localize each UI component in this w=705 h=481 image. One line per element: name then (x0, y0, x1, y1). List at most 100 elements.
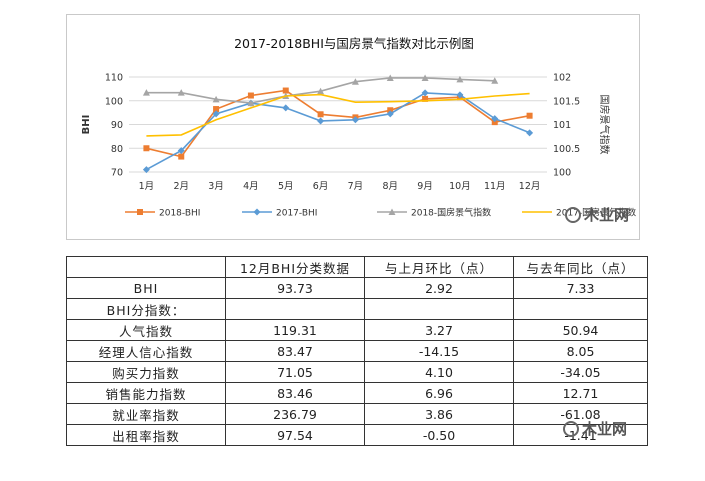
table-row: 销售能力指数 83.46 6.96 12.71 (66, 382, 648, 404)
y-left-tick-label: 110 (105, 73, 123, 84)
y-right-tick-label: 102 (553, 73, 571, 84)
watermark-icon (563, 421, 579, 437)
row-mom: 2.92 (364, 277, 514, 299)
row-yoy: 7.33 (513, 277, 648, 299)
data-point (247, 99, 255, 107)
header-cell-value: 12月BHI分类数据 (225, 256, 365, 278)
series-line-1 (146, 89, 530, 158)
x-tick-label: 10月 (449, 181, 471, 192)
line-chart: 2017-2018BHI与国房景气指数对比示例图 70 80 90 100 110 100 1… (81, 36, 636, 219)
row-mom: -0.50 (364, 424, 514, 446)
row-value: 83.46 (225, 382, 365, 404)
row-yoy: 12.71 (513, 382, 648, 404)
row-mom: 3.86 (364, 403, 514, 425)
x-tick-label: 8月 (382, 181, 398, 192)
x-tick-label: 3月 (208, 181, 224, 192)
y-left-tick-label: 70 (111, 168, 123, 179)
data-point (422, 95, 429, 102)
legend-label: 2017-BHI (276, 209, 317, 219)
row-mom: 4.10 (364, 361, 514, 383)
data-point (282, 87, 289, 94)
watermark-icon (565, 207, 581, 223)
table-row-bhi: BHI 93.73 2.92 7.33 (66, 277, 648, 299)
watermark-bottom: 木业网 (563, 418, 627, 439)
data-point (421, 89, 429, 97)
data-point (386, 74, 394, 81)
data-point (317, 87, 325, 95)
row-mom: 6.96 (364, 382, 514, 404)
y-left-tick-label: 100 (105, 96, 123, 107)
x-tick-label: 1月 (139, 181, 155, 192)
row-value: 119.31 (225, 319, 365, 341)
section-label: BHI分指数： (66, 298, 226, 320)
legend-marker (388, 208, 396, 215)
y-right-tick-label: 100.5 (553, 144, 580, 155)
table-header-row: 12月BHI分类数据 与上月环比（点） 与去年同比（点） (66, 256, 648, 278)
data-point (351, 78, 359, 85)
row-value: 236.79 (225, 403, 365, 425)
legend-label: 2018-BHI (159, 209, 200, 219)
data-point (317, 111, 324, 118)
row-yoy: 50.94 (513, 319, 648, 341)
row-yoy: -1.41 (513, 424, 648, 446)
data-point (212, 110, 220, 118)
data-point (526, 129, 534, 137)
data-point (491, 77, 499, 84)
row-value: 93.73 (225, 277, 365, 299)
y-right-tick-label: 101 (553, 120, 571, 131)
data-point (142, 166, 150, 174)
table-row: 人气指数 119.31 3.27 50.94 (66, 319, 648, 341)
row-mom: -14.15 (364, 340, 514, 362)
chart-panel: 2017-2018BHI与国房景气指数对比示例图 70 80 90 100 110 100 1… (66, 14, 640, 240)
legend-label: 2018-国房景气指数 (411, 207, 491, 219)
row-label: 销售能力指数 (66, 382, 226, 404)
section-empty-3 (513, 298, 648, 320)
watermark-top: 木业网 (565, 204, 629, 225)
x-tick-label: 12月 (519, 181, 541, 192)
data-point (491, 119, 498, 126)
row-label: 就业率指数 (66, 403, 226, 425)
data-point (456, 91, 464, 99)
data-point (526, 112, 533, 119)
x-tick-label: 4月 (243, 181, 259, 192)
header-cell-blank (66, 256, 226, 278)
row-value: 97.54 (225, 424, 365, 446)
y-left-tick-label: 90 (111, 120, 123, 131)
row-value: 71.05 (225, 361, 365, 383)
y-right-tick-label: 101.5 (553, 96, 580, 107)
series-line-4 (146, 92, 530, 137)
table-section-row: BHI分指数： (66, 298, 648, 320)
legend-marker (137, 209, 143, 215)
data-point (351, 116, 359, 124)
data-point (247, 92, 254, 99)
table-row: 出租率指数 97.54 -0.50 -1.41 (66, 424, 648, 446)
header-cell-mom: 与上月环比（点） (364, 256, 514, 278)
data-point (213, 106, 220, 113)
table-row: 经理人信心指数 83.47 -14.15 8.05 (66, 340, 648, 362)
series-line-2 (146, 92, 530, 171)
row-value: 83.47 (225, 340, 365, 362)
row-yoy: -34.05 (513, 361, 648, 383)
row-label: BHI (66, 277, 226, 299)
table-row: 就业率指数 236.79 3.86 -61.08 (66, 403, 648, 425)
x-tick-label: 9月 (417, 181, 433, 192)
data-point (177, 89, 185, 96)
y-left-axis-label: BHI (81, 115, 92, 135)
legend-marker (253, 208, 261, 216)
data-point (178, 153, 185, 160)
data-point (386, 110, 394, 118)
data-point (421, 74, 429, 81)
y-left-tick-label: 80 (111, 144, 123, 155)
row-yoy: -61.08 (513, 403, 648, 425)
data-point (387, 107, 394, 114)
data-point (177, 147, 185, 155)
chart-title: 2017-2018BHI与国房景气指数对比示例图 (234, 36, 474, 51)
x-tick-label: 7月 (348, 181, 364, 192)
row-yoy: 8.05 (513, 340, 648, 362)
y-right-tick-label: 100 (553, 168, 571, 179)
row-label: 经理人信心指数 (66, 340, 226, 362)
x-tick-label: 11月 (484, 181, 506, 192)
watermark-text: 木业网 (582, 420, 628, 438)
table-row: 购买力指数 71.05 4.10 -34.05 (66, 361, 648, 383)
header-cell-yoy: 与去年同比（点） (513, 256, 648, 278)
